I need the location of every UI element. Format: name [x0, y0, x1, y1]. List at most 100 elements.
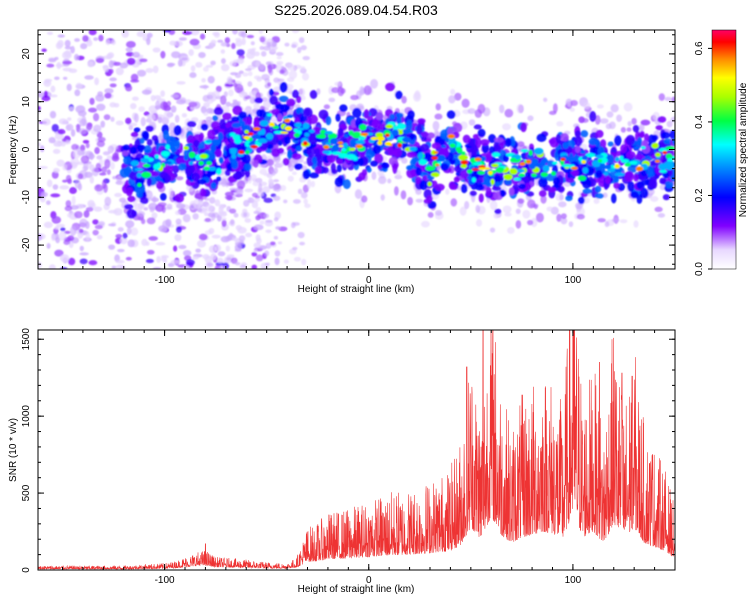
spectrogram-hot-blob	[580, 150, 586, 154]
spectrogram-noise-blob	[62, 76, 68, 80]
spectrogram-noise-blob	[269, 45, 277, 53]
spectrogram-halo-blob	[475, 219, 483, 227]
spectrogram-band-blob	[625, 151, 636, 159]
spectrogram-noise-blob	[218, 265, 227, 269]
spectrogram-halo-blob	[454, 92, 462, 101]
spectrogram-noise-blob	[88, 260, 98, 266]
spectrogram-hot-blob	[510, 157, 517, 163]
spectrogram-noise-blob	[154, 95, 162, 100]
spectrogram-hot-blob	[607, 168, 616, 173]
spectrogram-band-blob	[389, 113, 395, 121]
spectrogram-noise-blob	[170, 259, 181, 265]
spectrogram-halo-blob	[671, 96, 675, 103]
spectrogram-noise-blob	[277, 241, 283, 245]
spectrogram-noise-blob	[227, 78, 234, 85]
spectrogram-band-blob	[289, 131, 297, 139]
spectrogram-peak-blob	[635, 166, 644, 172]
spectrogram-noise-blob	[206, 98, 214, 104]
spectrogram-halo-blob	[93, 124, 102, 133]
spectrogram-band-blob	[460, 183, 468, 194]
spectrogram-hot-blob	[552, 161, 558, 165]
spectrogram-band-blob	[385, 82, 395, 92]
spectrogram-peak-blob	[376, 136, 385, 141]
spectrogram-noise-blob	[220, 42, 228, 47]
spectrogram-noise-blob	[44, 78, 53, 82]
spectrogram-band-blob	[199, 188, 207, 197]
spectrogram-noise-blob	[46, 63, 55, 68]
spectrogram-band-blob	[555, 133, 561, 144]
spectrogram-band-blob	[625, 134, 636, 146]
spectrogram-noise-blob	[105, 39, 111, 46]
spectrogram-halo-blob	[58, 231, 67, 241]
spectrogram-band-blob	[287, 148, 293, 160]
spectrogram-noise-blob	[220, 217, 227, 221]
spectrogram-band-blob	[493, 174, 501, 185]
spectrogram-hot-blob	[620, 159, 630, 163]
spectrogram-noise-blob	[42, 118, 51, 126]
spectrogram-halo-blob	[407, 196, 413, 206]
spectrogram-noise-blob	[50, 94, 58, 98]
spectrogram-halo-blob	[517, 198, 525, 204]
spectrogram-y-tick-label: -20	[21, 237, 32, 252]
spectrogram-halo-blob	[461, 98, 470, 108]
spectrogram-halo-blob	[126, 226, 132, 235]
spectrogram-noise-blob	[238, 30, 245, 37]
spectrogram-halo-blob	[354, 189, 363, 199]
spectrogram-noise-blob	[95, 57, 105, 64]
spectrogram-noise-blob	[254, 197, 261, 203]
spectrogram-noise-blob	[188, 49, 194, 57]
spectrogram-noise-blob	[273, 179, 280, 183]
spectrogram-halo-blob	[310, 180, 316, 188]
spectrogram-noise-blob	[245, 68, 252, 72]
spectrogram-halo-blob	[530, 217, 538, 228]
spectrogram-peak-blob	[268, 122, 275, 127]
spectrogram-halo-blob	[393, 186, 399, 196]
spectrogram-halo-blob	[174, 210, 181, 216]
spectrogram-hot-blob	[211, 138, 221, 146]
spectrogram-hot-blob	[331, 144, 340, 152]
spectrogram-halo-blob	[182, 214, 191, 223]
spectrogram-noise-blob	[263, 173, 272, 177]
spectrogram-hot-blob	[294, 122, 302, 128]
spectrogram-band-blob	[426, 132, 436, 139]
spectrogram-band-blob	[595, 193, 604, 199]
spectrogram-peak-blob	[433, 151, 439, 154]
spectrogram-halo-blob	[85, 206, 94, 212]
spectrogram-halo-blob	[130, 227, 139, 236]
spectrogram-band-blob	[284, 135, 291, 145]
spectrogram-noise-blob	[190, 65, 196, 72]
spectrogram-peak-blob	[238, 150, 245, 155]
spectrogram-noise-blob	[108, 209, 118, 214]
spectrogram-hot-blob	[582, 155, 588, 161]
spectrogram-band-blob	[640, 119, 651, 126]
spectrogram-halo-blob	[179, 97, 187, 103]
spectrogram-peak-blob	[581, 160, 587, 164]
spectrogram-halo-blob	[91, 167, 100, 177]
spectrogram-band-blob	[216, 176, 222, 182]
spectrogram-hot-blob	[533, 147, 544, 155]
spectrogram-hot-blob	[396, 123, 406, 130]
spectrogram-hot-blob	[215, 168, 222, 175]
spectrogram-noise-blob	[46, 31, 54, 36]
spectrogram-band-blob	[318, 109, 329, 120]
spectrogram-band-blob	[145, 125, 154, 132]
spectrogram-noise-blob	[225, 245, 231, 252]
spectrogram-noise-blob	[290, 222, 296, 229]
spectrogram-hot-blob	[461, 151, 466, 156]
spectrogram-halo-blob	[116, 175, 123, 183]
spectrogram-halo-blob	[104, 196, 112, 206]
spectrogram-band-blob	[336, 158, 344, 165]
spectrogram-band-blob	[484, 156, 492, 163]
spectrogram-y-tick-label: 0	[21, 146, 32, 152]
spectrogram-peak-blob	[384, 141, 392, 146]
spectrogram-halo-blob	[174, 114, 180, 123]
spectrogram-band-blob	[178, 163, 186, 171]
spectrogram-band-blob	[448, 181, 456, 190]
spectrogram-hot-blob	[582, 167, 589, 174]
spectrogram-halo-blob	[560, 217, 568, 225]
spectrogram-noise-blob	[94, 147, 100, 155]
spectrogram-hot-blob	[141, 171, 152, 178]
spectrogram-halo-blob	[146, 217, 156, 225]
spectrogram-band-blob	[139, 196, 149, 205]
spectrogram-noise-blob	[229, 60, 237, 67]
